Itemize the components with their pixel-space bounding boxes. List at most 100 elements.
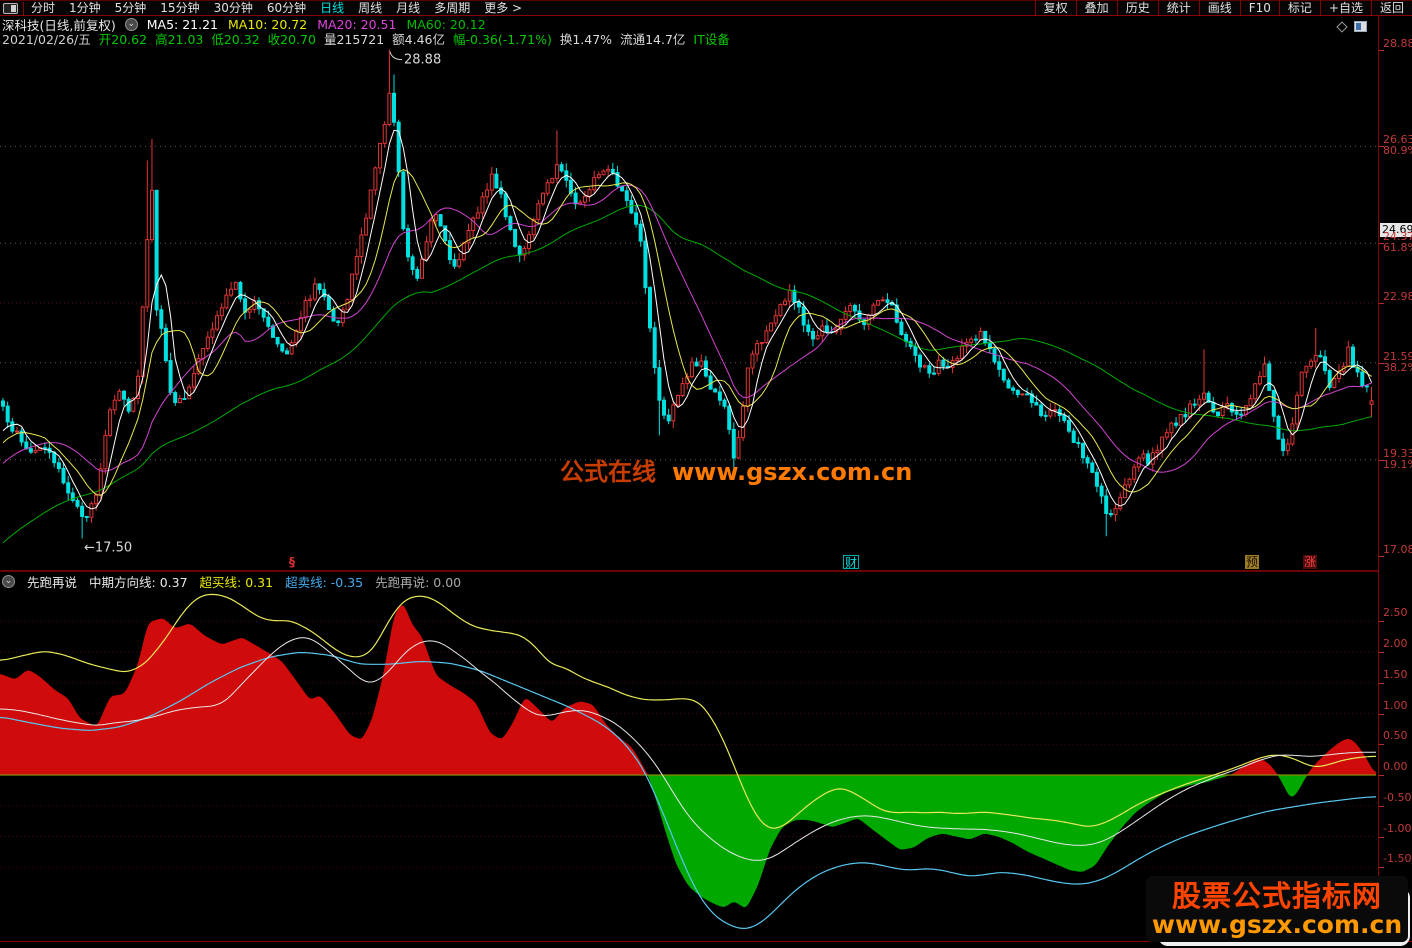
price-label: 22.98: [1383, 289, 1412, 303]
axis-tick: [1379, 302, 1384, 304]
indicator-value: 中期方向线: 0.37: [89, 575, 188, 590]
corner-watermark: 股票公式指标网 www.gszx.com.cn: [1146, 876, 1410, 946]
watermark-url-text: www.gszx.com.cn: [1151, 909, 1403, 939]
center-watermark: 公式在线 www.gszx.com.cn: [560, 452, 912, 487]
indicator-tick-label: 0.50: [1383, 729, 1408, 743]
indicator-tick-label: 1.50: [1383, 667, 1408, 681]
quote-info-row: 2021/02/26/五 开20.62 高21.03 低20.32 收20.70 量21…: [2, 31, 730, 47]
axis-tick: [1379, 459, 1384, 461]
menu-item-tool[interactable]: 复权: [1034, 1, 1076, 16]
menu-item-period[interactable]: 1分钟: [69, 1, 101, 15]
tools-menu: 复权 叠加 历史 统计 画线 F10 标记 +自选 返回: [1034, 1, 1412, 16]
price-label: 28.88: [1383, 36, 1412, 50]
axis-tick: [1379, 243, 1384, 245]
indicator-chart[interactable]: [0, 591, 1378, 941]
menu-item-tool[interactable]: 返回: [1370, 1, 1412, 16]
axis-tick: [1379, 836, 1384, 838]
ma-value: MA60: 20.12: [406, 16, 486, 32]
menubar: 分时 1分钟 5分钟 15分钟 30分钟 60分钟 日线 周线 月线 多周期 更多 > 复权 叠加 历史…: [0, 0, 1412, 16]
menu-item-tool[interactable]: 标记: [1278, 1, 1320, 16]
indicator-tick-label: -0.50: [1383, 790, 1412, 804]
indicator-tick-label: 1.00: [1383, 698, 1408, 712]
indicator-tick-label: 2.00: [1383, 637, 1408, 650]
period-menu: 分时 1分钟 5分钟 15分钟 30分钟 60分钟 日线 周线 月线 多周期 更多 >: [0, 1, 529, 16]
indicator-tick-label: 2.50: [1383, 606, 1408, 620]
quote-field: 低20.32: [211, 31, 260, 47]
quote-field: 开20.62: [98, 31, 148, 47]
menu-item-period[interactable]: 周线: [358, 1, 383, 15]
axis-tick: [1379, 652, 1384, 653]
menu-item-tool[interactable]: 叠加: [1075, 1, 1117, 16]
quote-field: 收20.70: [267, 31, 316, 47]
indicator-header: ⌄ 先跑再说 中期方向线: 0.37 超买线: 0.31 超卖线: -0.35 先跑再…: [2, 573, 461, 590]
menu-item-tool[interactable]: 统计: [1157, 1, 1199, 16]
menu-item-period[interactable]: 分时: [31, 1, 56, 15]
quote-field: 量215721: [323, 31, 385, 47]
menu-item-period[interactable]: 多周期: [434, 1, 471, 15]
quote-field: IT设备: [693, 31, 730, 47]
menu-item-tool[interactable]: 历史: [1116, 1, 1158, 16]
axis-tick: [1379, 362, 1384, 364]
axis-tick: [1379, 621, 1384, 623]
ma-value: MA20: 20.51: [317, 16, 397, 32]
menu-divider: [23, 2, 24, 15]
window-icon[interactable]: [3, 3, 18, 14]
stock-title: 深科技(日线,前复权): [2, 17, 116, 33]
quote-field: 换1.47%: [559, 31, 613, 47]
price-label: 19.33: [1383, 446, 1412, 460]
menu-item-period[interactable]: 月线: [396, 1, 421, 15]
axis-tick: [1379, 713, 1384, 715]
quote-date: 2021/02/26/五: [2, 31, 91, 47]
svg-text:28.88: 28.88: [404, 53, 441, 68]
pane-separator[interactable]: [0, 570, 1378, 572]
menu-item-period[interactable]: 5分钟: [114, 1, 147, 15]
split-pane-icon[interactable]: [1354, 21, 1367, 32]
indicator-value: 先跑再说: 0.00: [375, 575, 462, 590]
fib-percent-label: 80.9%: [1383, 144, 1412, 158]
event-marker: 财: [843, 555, 860, 570]
main-price-chart[interactable]: 28.88 ←17.50: [0, 16, 1378, 571]
price-label: 17.08: [1383, 543, 1412, 557]
price-label: 26.63: [1383, 133, 1412, 147]
quote-field: 额4.46亿: [392, 31, 446, 47]
menu-item-period[interactable]: 15分钟: [160, 1, 200, 15]
fib-percent-label: 38.2%: [1383, 360, 1412, 374]
axis-tick: [1379, 682, 1384, 684]
indicator-values: 中期方向线: 0.37 超买线: 0.31 超卖线: -0.35 先跑再说: 0.00: [89, 572, 461, 591]
indicator-value: 超卖线: -0.35: [285, 575, 364, 590]
menu-item-period[interactable]: 30分钟: [213, 1, 253, 15]
quote-field: 幅-0.36(-1.71%): [453, 31, 552, 47]
indicator-tick-label: -1.00: [1383, 821, 1412, 835]
svg-text:←17.50: ←17.50: [84, 540, 132, 555]
axis-tick: [1379, 867, 1384, 869]
menu-item-period[interactable]: 更多 >: [484, 1, 523, 15]
price-label: 24.37: [1383, 230, 1412, 244]
quote-field: 流通14.7亿: [620, 31, 686, 47]
chevron-down-icon[interactable]: ⌄: [2, 575, 15, 588]
menu-item-period[interactable]: 60分钟: [266, 1, 307, 15]
watermark-url-text: www.gszx.com.cn: [672, 458, 913, 486]
indicator-name[interactable]: 先跑再说: [27, 575, 78, 590]
chevron-down-icon[interactable]: ⌄: [124, 17, 138, 31]
menu-item-tool[interactable]: F10: [1239, 1, 1279, 16]
menu-item-period[interactable]: 日线: [320, 1, 345, 15]
ma-value: MA5: 21.21: [146, 16, 218, 32]
ma-legend: MA5: 21.21 MA10: 20.72 MA20: 20.51 MA60: 20…: [147, 17, 486, 32]
price-label: 21.59: [1383, 349, 1412, 363]
bottom-border: [0, 941, 1412, 942]
watermark-cn-text: 公式在线: [560, 458, 656, 486]
quote-field: 高21.03: [155, 31, 204, 47]
title-row: 深科技(日线,前复权) ⌄ MA5: 21.21 MA10: 20.72 MA20:…: [2, 17, 486, 33]
axis-tick: [1379, 556, 1384, 558]
axis-tick: [1379, 146, 1384, 148]
axis-tick: [1379, 744, 1384, 746]
menu-item-tool[interactable]: 画线: [1198, 1, 1240, 16]
menu-item-tool[interactable]: +自选: [1319, 1, 1371, 16]
axis-tick: [1379, 805, 1384, 807]
indicator-tick-label: -1.50: [1383, 852, 1412, 866]
axis-tick: [1379, 775, 1384, 776]
indicator-tick-label: 0.00: [1383, 760, 1408, 773]
event-marker: §: [289, 555, 295, 569]
